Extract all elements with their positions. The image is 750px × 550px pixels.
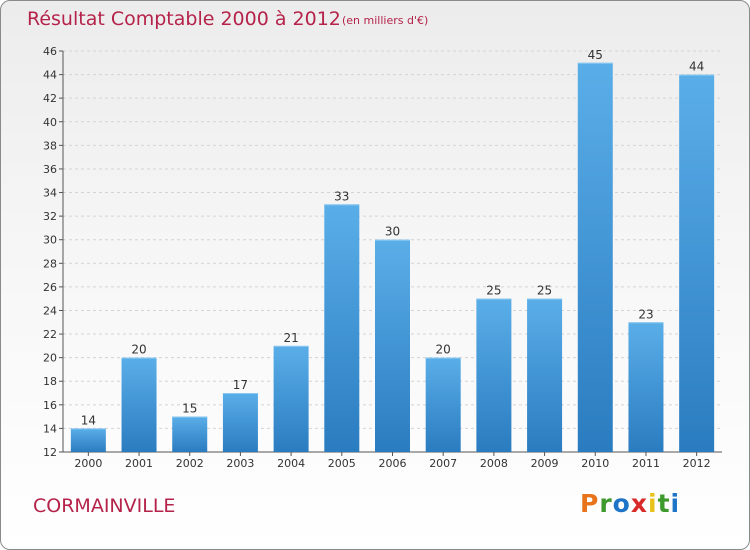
bar <box>577 62 613 452</box>
y-tick-label: 16 <box>43 399 57 412</box>
y-tick-label: 20 <box>43 352 57 365</box>
bar <box>375 239 410 452</box>
y-tick-label: 14 <box>43 422 57 435</box>
bar <box>425 357 461 452</box>
bar-chart: 12 14 16 18 20 22 24 26 28 30 32 34 36 38 40 42 44 46 2000… <box>43 45 722 470</box>
y-tick-label: 44 <box>43 69 57 82</box>
x-tick-label: 2001 <box>125 457 153 470</box>
logo-letter: o <box>612 489 631 518</box>
bar-value-label: 30 <box>385 225 400 239</box>
bar-value-label: 20 <box>436 343 451 357</box>
y-tick-label: 24 <box>43 304 57 317</box>
commune-name: CORMAINVILLE <box>33 495 176 517</box>
x-tick-label: 2002 <box>176 457 204 470</box>
bar <box>172 416 208 452</box>
y-tick-label: 30 <box>43 234 57 247</box>
bars: 14 20 15 17 21 33 30 20 25 25 45 23 44 <box>70 48 715 453</box>
y-tick-label: 38 <box>43 139 57 152</box>
y-tick-label: 22 <box>43 328 57 341</box>
chart-title: Résultat Comptable 2000 à 2012 <box>27 8 341 30</box>
proxiti-logo: Proxiti <box>580 489 680 518</box>
bar <box>527 298 563 452</box>
x-tick-label: 2004 <box>277 457 305 470</box>
bar-value-label: 21 <box>283 331 298 345</box>
bar-value-label: 33 <box>334 189 349 203</box>
y-tick-label: 40 <box>43 116 57 129</box>
x-tick-label: 2011 <box>632 457 660 470</box>
x-tick-label: 2000 <box>74 457 102 470</box>
y-tick-label: 32 <box>43 210 57 223</box>
bar-value-label: 15 <box>182 402 197 416</box>
bar-value-label: 45 <box>588 48 603 62</box>
bar-value-label: 25 <box>486 284 501 298</box>
x-tick-label: 2007 <box>429 457 457 470</box>
y-tick-label: 42 <box>43 92 57 105</box>
x-tick-label: 2005 <box>328 457 356 470</box>
y-tick-label: 46 <box>43 45 57 58</box>
bar-value-label: 20 <box>131 343 146 357</box>
y-tick-label: 36 <box>43 163 57 176</box>
chart-unit: (en milliers d'€) <box>342 14 429 27</box>
y-tick-label: 26 <box>43 281 57 294</box>
bar-value-label: 44 <box>689 60 704 74</box>
x-tick-label: 2010 <box>581 457 609 470</box>
x-tick-label: 2003 <box>226 457 254 470</box>
bar <box>121 357 157 452</box>
y-tick-label: 12 <box>43 446 57 459</box>
y-tick-label: 28 <box>43 257 57 270</box>
bar <box>70 428 106 452</box>
bar <box>273 345 309 452</box>
bar <box>324 204 360 452</box>
x-tick-label: 2006 <box>379 457 407 470</box>
bar-value-label: 25 <box>537 284 552 298</box>
y-tick-label: 18 <box>43 375 57 388</box>
axes: 12 14 16 18 20 22 24 26 28 30 32 34 36 38 40 42 44 46 2000… <box>43 45 722 470</box>
logo-letter: P <box>580 489 600 518</box>
x-tick-label: 2008 <box>480 457 508 470</box>
bar-value-label: 14 <box>81 413 96 427</box>
x-tick-label: 2009 <box>531 457 559 470</box>
bar <box>679 74 715 453</box>
bar-value-label: 23 <box>638 307 653 321</box>
logo-letter: r <box>599 489 613 518</box>
bar-value-label: 17 <box>233 378 248 392</box>
bar <box>476 298 512 452</box>
logo-letter: x <box>630 489 648 518</box>
logo-letter: i <box>648 489 658 518</box>
bar <box>222 393 258 452</box>
x-tick-label: 2012 <box>683 457 711 470</box>
bar <box>628 322 664 452</box>
logo-letter: t <box>657 489 671 518</box>
logo-letter: i <box>670 489 681 518</box>
y-tick-label: 34 <box>43 187 57 200</box>
